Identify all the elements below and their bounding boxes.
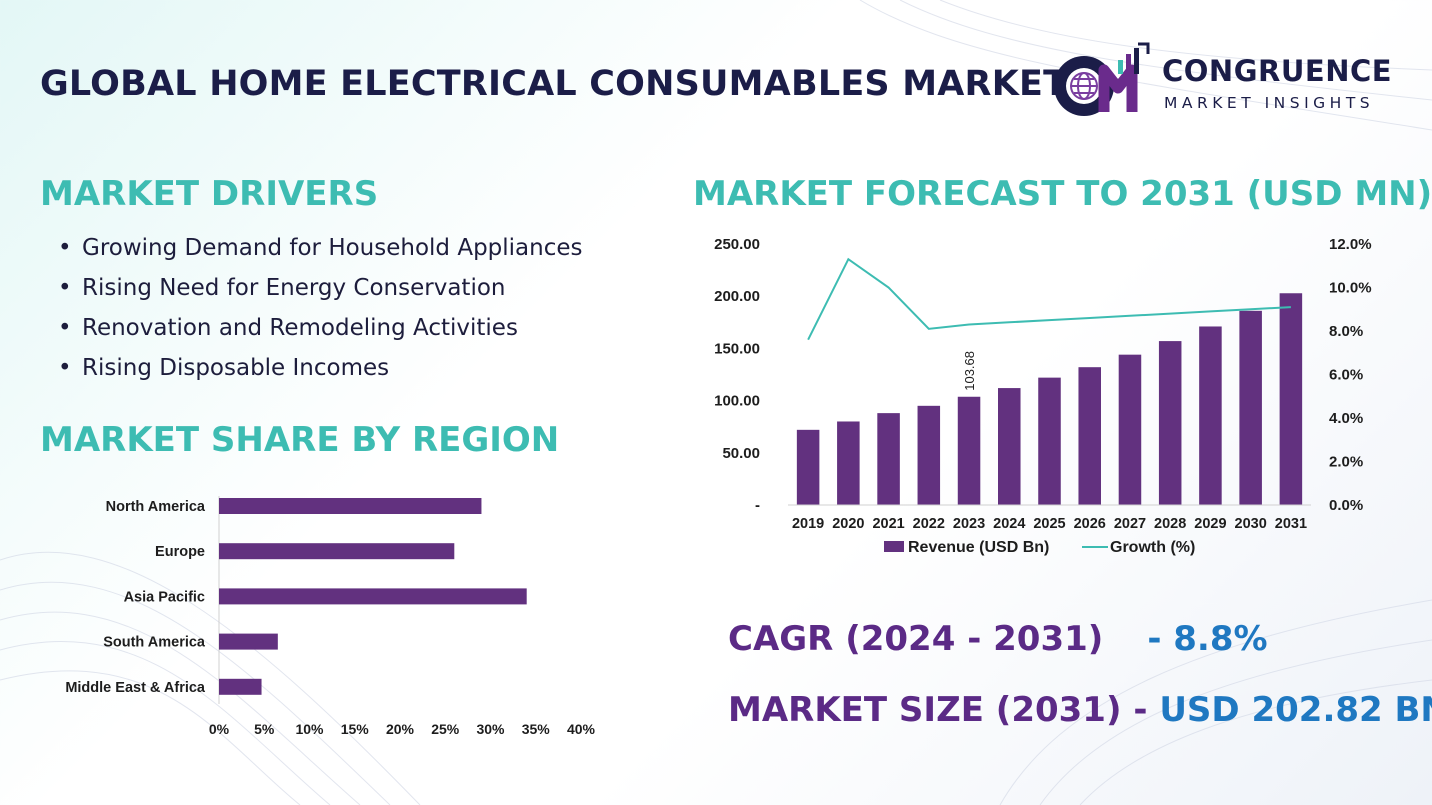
page-title: GLOBAL HOME ELECTRICAL CONSUMABLES MARKE… [40, 64, 1068, 104]
forecast-x-tick: 2022 [913, 516, 945, 532]
revenue-bar [1199, 326, 1222, 505]
forecast-x-tick: 2023 [953, 516, 985, 532]
forecast-x-tick: 2027 [1114, 516, 1146, 532]
forecast-y-left-tick: 150.00 [714, 340, 760, 357]
region-x-tick: 35% [522, 721, 551, 737]
driver-item: • Rising Disposable Incomes [58, 355, 390, 381]
forecast-chart: - 50.00 100.00 150.00 200.00 250.00 0.0% 2.0% 4.… [690, 226, 1410, 571]
region-share-chart: North America Europe Asia Pacific South Ame… [40, 484, 640, 744]
forecast-y-right-tick: 8.0% [1329, 323, 1363, 340]
region-bar [219, 633, 278, 650]
forecast-x-tick: 2030 [1235, 516, 1267, 532]
cagr-stat: CAGR (2024 - 2031) - 8.8% [728, 619, 1268, 659]
forecast-x-tick: 2020 [832, 516, 864, 532]
forecast-svg: - 50.00 100.00 150.00 200.00 250.00 0.0% 2.0% 4.… [714, 236, 1372, 556]
forecast-x-tick: 2024 [993, 516, 1025, 532]
logo-text-sub: MARKET INSIGHTS [1164, 94, 1375, 112]
forecast-y-left-tick: 100.00 [714, 393, 760, 410]
revenue-bar [1279, 293, 1303, 505]
legend-label-growth: Growth (%) [1110, 539, 1195, 556]
revenue-bar [1038, 377, 1061, 505]
forecast-y-left-tick: 250.00 [714, 236, 760, 253]
region-x-tick: 30% [476, 721, 505, 737]
forecast-x-tick: 2028 [1154, 516, 1186, 532]
market-share-title: MARKET SHARE BY REGION [40, 420, 560, 460]
forecast-y-right-tick: 12.0% [1329, 236, 1372, 253]
revenue-data-label: 103.68 [962, 351, 977, 391]
region-x-tick: 5% [254, 721, 275, 737]
region-x-tick: 20% [386, 721, 415, 737]
driver-text: Renovation and Remodeling Activities [82, 315, 518, 341]
driver-item: • Growing Demand for Household Appliances [58, 235, 583, 261]
revenue-bar [1118, 354, 1142, 505]
driver-item: • Rising Need for Energy Conservation [58, 275, 506, 301]
market-size-label: MARKET SIZE (2031) [728, 690, 1122, 730]
revenue-bar [1078, 367, 1101, 505]
forecast-y-right-tick: 10.0% [1329, 280, 1372, 297]
market-forecast-title: MARKET FORECAST TO 2031 (USD MN) [693, 174, 1432, 214]
forecast-y-right-tick: 4.0% [1329, 410, 1363, 427]
region-label: Asia Pacific [124, 589, 205, 605]
market-size-value: USD 202.82 BN [1159, 690, 1432, 730]
forecast-y-left-tick: - [755, 497, 760, 514]
region-bar [219, 498, 482, 514]
forecast-y-left-tick: 50.00 [722, 445, 760, 462]
market-drivers-list: • Growing Demand for Household Appliances… [58, 228, 583, 388]
revenue-bar [796, 429, 820, 505]
company-logo: CONGRUENCE MARKET INSIGHTS [1046, 42, 1396, 118]
market-size-separator: - [1133, 690, 1148, 730]
region-x-tick: 25% [431, 721, 460, 737]
revenue-bar [877, 413, 900, 505]
region-label: North America [106, 499, 206, 515]
globe-icon [1070, 72, 1098, 100]
legend-swatch-revenue [884, 541, 904, 552]
forecast-x-tick: 2025 [1033, 516, 1065, 532]
legend-label-revenue: Revenue (USD Bn) [908, 539, 1049, 556]
revenue-bar [837, 421, 860, 505]
revenue-bar [957, 396, 981, 505]
revenue-bar [1239, 310, 1262, 505]
region-label: South America [103, 635, 206, 651]
region-x-tick: 0% [209, 721, 230, 737]
region-bar [219, 588, 527, 605]
revenue-bar [917, 405, 941, 505]
region-x-tick: 10% [295, 721, 324, 737]
region-bar [219, 678, 262, 695]
driver-text: Rising Disposable Incomes [82, 355, 390, 381]
forecast-y-left-tick: 200.00 [714, 288, 760, 305]
region-label: Europe [155, 544, 205, 560]
bar-growth-icon [1118, 42, 1150, 74]
cagr-value: - 8.8% [1147, 619, 1268, 659]
region-x-tick: 40% [567, 721, 596, 737]
forecast-x-tick: 2029 [1194, 516, 1226, 532]
revenue-bar [1158, 341, 1182, 505]
forecast-x-tick: 2021 [872, 516, 904, 532]
driver-text: Rising Need for Energy Conservation [82, 275, 506, 301]
driver-item: • Renovation and Remodeling Activities [58, 315, 518, 341]
region-bar [219, 543, 455, 560]
market-drivers-title: MARKET DRIVERS [40, 174, 379, 214]
revenue-bar [998, 388, 1021, 505]
region-label: Middle East & Africa [65, 680, 206, 696]
forecast-x-tick: 2031 [1275, 516, 1307, 532]
region-share-svg: North America Europe Asia Pacific South Ame… [65, 496, 596, 737]
driver-text: Growing Demand for Household Appliances [82, 235, 583, 261]
region-x-tick: 15% [341, 721, 370, 737]
logo-text-brand: CONGRUENCE [1162, 54, 1393, 88]
forecast-x-tick: 2026 [1074, 516, 1106, 532]
market-size-stat: MARKET SIZE (2031) - USD 202.82 BN [728, 690, 1432, 730]
forecast-y-right-tick: 2.0% [1329, 454, 1363, 471]
forecast-y-right-tick: 6.0% [1329, 367, 1363, 384]
cagr-label: CAGR (2024 - 2031) [728, 619, 1104, 659]
forecast-y-right-tick: 0.0% [1329, 497, 1363, 514]
forecast-x-tick: 2019 [792, 516, 824, 532]
logo-mark [1054, 42, 1150, 116]
